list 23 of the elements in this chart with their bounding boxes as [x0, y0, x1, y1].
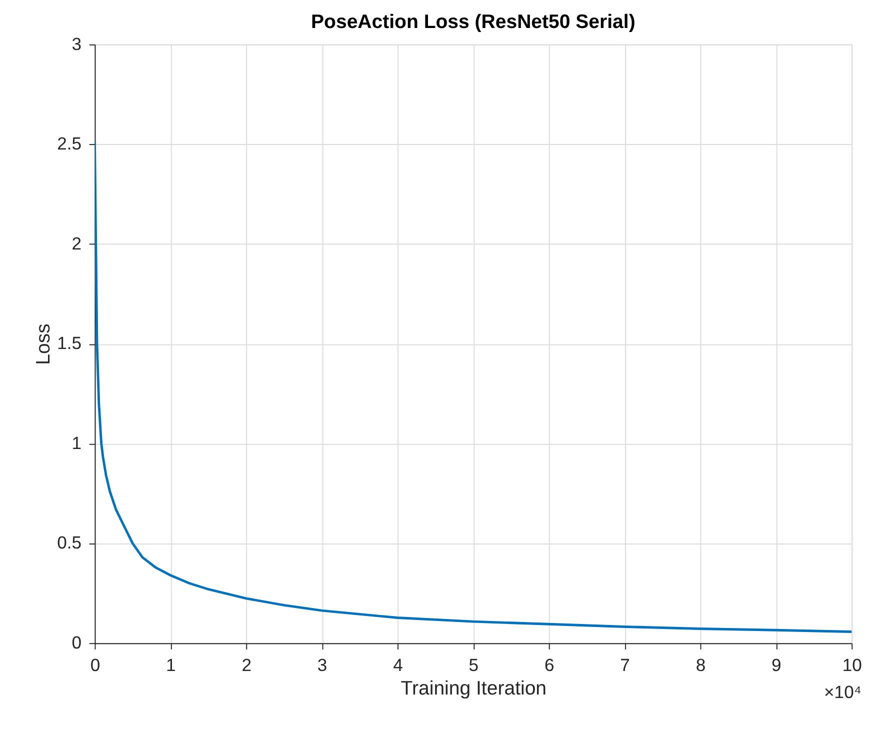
- x-axis-title: Training Iteration: [400, 677, 547, 700]
- x-tick-label: 2: [242, 654, 252, 675]
- chart-title: PoseAction Loss (ResNet50 Serial): [311, 10, 636, 33]
- x-tick-label: 6: [544, 654, 554, 675]
- x-tick-label: 5: [468, 654, 479, 675]
- y-tick-label: 3: [72, 34, 82, 54]
- y-axis-title: Loss: [32, 323, 54, 365]
- y-tick-label: 2.5: [57, 134, 82, 154]
- line-series: [94, 140, 852, 633]
- x-tick-label: 7: [620, 654, 630, 675]
- y-tick-label: 1: [72, 432, 82, 453]
- y-tick-label: 1.5: [57, 333, 82, 354]
- y-tick-label: 2: [72, 233, 82, 254]
- x-tick-label: 1: [166, 654, 176, 675]
- x-tick-label: 0: [90, 654, 100, 675]
- x-tick-label: 8: [696, 654, 706, 675]
- y-tick-label: 0.5: [57, 532, 82, 553]
- text: ×10⁴: [824, 682, 862, 702]
- x-tick-label: 3: [317, 654, 328, 675]
- x-tick-label: 9: [772, 654, 782, 675]
- y-tick-label: 0: [72, 632, 82, 652]
- x-tick-label: 4: [393, 654, 404, 675]
- x-tick-label: 10: [842, 654, 862, 675]
